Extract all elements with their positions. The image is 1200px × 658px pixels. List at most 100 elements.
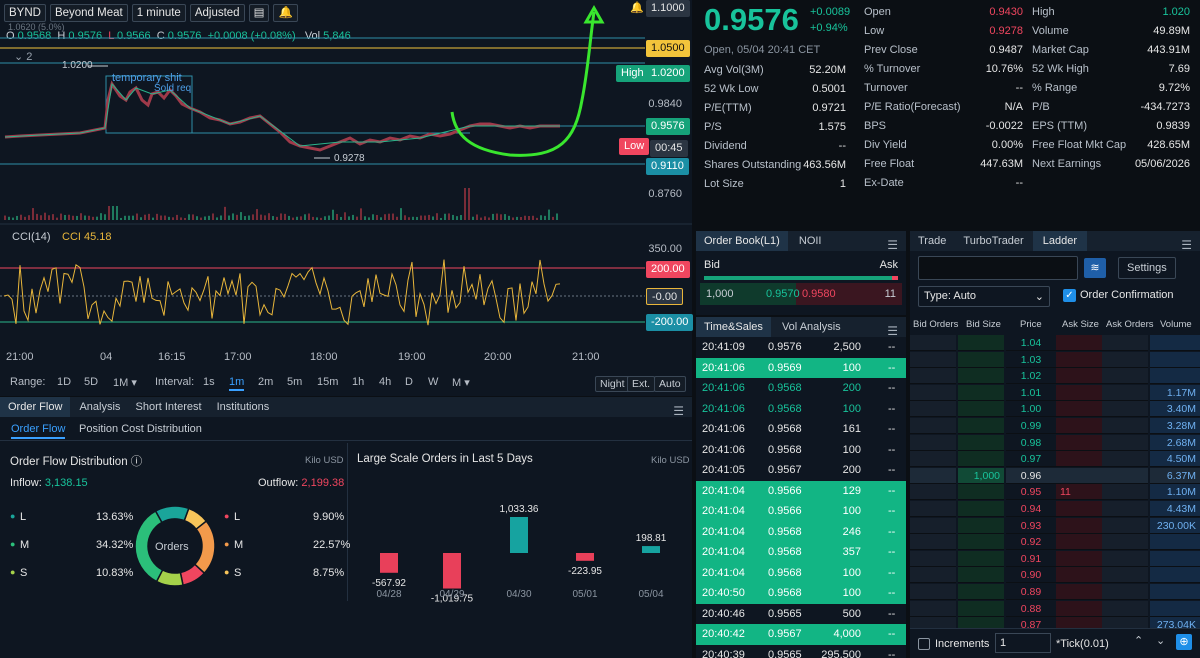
tab-institutions[interactable]: Institutions <box>216 401 270 413</box>
crosshair-icon[interactable]: ⊕ <box>1176 634 1192 650</box>
ladder-ask-size[interactable]: 11 <box>1056 484 1102 501</box>
ladder-volume[interactable]: 3.28M <box>1150 418 1200 434</box>
ladder-ask-size[interactable] <box>1056 384 1102 401</box>
ladder-bid-orders[interactable] <box>910 501 956 517</box>
ladder-ask-orders[interactable] <box>1102 534 1148 551</box>
ladder-bid-size[interactable] <box>958 434 1004 451</box>
ladder-bid-orders[interactable] <box>910 584 956 600</box>
menu-icon[interactable]: ☰ <box>673 404 684 418</box>
bid-price[interactable]: 0.9570 <box>766 288 800 300</box>
ladder-ask-size[interactable] <box>1056 550 1102 567</box>
ladder-bid-size[interactable] <box>958 550 1004 567</box>
tab-short-interest[interactable]: Short Interest <box>135 401 202 413</box>
ladder-ask-size[interactable] <box>1056 351 1102 368</box>
ladder-row[interactable]: 1.03 <box>910 351 1200 369</box>
interval-2m[interactable]: 2m <box>258 376 274 388</box>
ladder-row[interactable]: 1.02 <box>910 368 1200 385</box>
interval-d[interactable]: D <box>405 376 413 388</box>
ask-price[interactable]: 0.9580 <box>802 288 836 300</box>
ladder-ask-size[interactable] <box>1056 517 1102 534</box>
chevron-up-icon[interactable]: ⌃ <box>1134 635 1144 647</box>
ladder-bid-size[interactable] <box>958 351 1004 368</box>
ladder-row[interactable]: 0.94 4.43M <box>910 501 1200 518</box>
menu-icon[interactable]: ☰ <box>887 324 898 338</box>
company-name[interactable]: Beyond Meat <box>49 4 128 22</box>
ladder-row[interactable]: 1.01 1.17M <box>910 384 1200 402</box>
ladder-bid-orders[interactable] <box>910 550 956 567</box>
ladder-volume[interactable] <box>1150 368 1200 385</box>
ladder-ask-orders[interactable] <box>1102 484 1148 501</box>
order-type-select[interactable]: Type: Auto ⌄ <box>918 286 1050 307</box>
ladder-bid-size[interactable] <box>958 368 1004 385</box>
ladder-bid-size[interactable] <box>958 335 1004 351</box>
ladder-bid-size[interactable] <box>958 534 1004 551</box>
price-chart[interactable]: BYND Beyond Meat 1 minute Adjusted ▤ 🔔 1… <box>0 0 694 396</box>
ladder-volume[interactable] <box>1150 584 1200 600</box>
ladder-bid-size[interactable] <box>958 501 1004 517</box>
ladder-volume[interactable] <box>1150 600 1200 617</box>
bell-icon[interactable]: 🔔 <box>273 4 298 22</box>
ladder-bid-size[interactable] <box>958 584 1004 600</box>
interval-m[interactable]: M ▾ <box>452 377 470 389</box>
stack-icon[interactable]: ≋ <box>1084 258 1106 278</box>
ladder-bid-size[interactable] <box>958 418 1004 434</box>
range-1d[interactable]: 1D <box>57 376 72 388</box>
subtab-order-flow[interactable]: Order Flow <box>11 423 66 439</box>
ladder-bid-orders[interactable] <box>910 335 956 351</box>
calculator-icon[interactable]: ▤ <box>248 4 270 22</box>
ladder-row[interactable]: 0.93 230.00K <box>910 517 1200 535</box>
interval-w[interactable]: W <box>428 376 439 388</box>
ladder-volume[interactable]: 1.10M <box>1150 484 1200 501</box>
symbol-button[interactable]: BYND <box>4 4 46 22</box>
ladder-bid-orders[interactable] <box>910 351 956 368</box>
ladder-ask-orders[interactable] <box>1102 550 1148 567</box>
ladder-bid-size[interactable] <box>958 567 1004 584</box>
ladder-ask-orders[interactable] <box>1102 517 1148 534</box>
ladder-ask-orders[interactable] <box>1102 335 1148 351</box>
ladder-bid-orders[interactable] <box>910 600 956 617</box>
collapse-toggle[interactable]: ⌄ 2 <box>14 51 33 63</box>
ladder-ask-orders[interactable] <box>1102 467 1148 484</box>
ladder-bid-orders[interactable] <box>910 418 956 434</box>
ladder-bid-orders[interactable] <box>910 384 956 401</box>
ladder-bid-orders[interactable] <box>910 368 956 385</box>
ladder-row[interactable]: 0.97 4.50M <box>910 451 1200 468</box>
ladder-volume[interactable]: 6.37M <box>1150 467 1200 484</box>
ladder-bid-orders[interactable] <box>910 467 956 484</box>
ladder-bid-orders[interactable] <box>910 451 956 468</box>
ladder-ask-orders[interactable] <box>1102 567 1148 584</box>
range-5d[interactable]: 5D <box>84 376 99 388</box>
ladder-row[interactable]: 0.90 <box>910 567 1200 584</box>
ladder-ask-orders[interactable] <box>1102 584 1148 600</box>
confirm-checkbox[interactable]: ✓ <box>1063 289 1076 302</box>
ladder-row[interactable]: 1.00 3.40M <box>910 401 1200 418</box>
increments-input[interactable]: 1 <box>995 633 1051 653</box>
ladder-ask-orders[interactable] <box>1102 501 1148 517</box>
bell-alert-icon[interactable]: 🔔 <box>630 2 644 14</box>
ladder-row[interactable]: 0.89 <box>910 584 1200 601</box>
ladder-ask-size[interactable] <box>1056 501 1102 517</box>
ladder-volume[interactable]: 2.68M <box>1150 434 1200 451</box>
ladder-volume[interactable]: 230.00K <box>1150 517 1200 534</box>
increments-checkbox[interactable] <box>918 638 930 650</box>
ladder-ask-orders[interactable] <box>1102 418 1148 434</box>
menu-icon[interactable]: ☰ <box>887 238 898 252</box>
ladder-bid-size[interactable] <box>958 600 1004 617</box>
ladder-bid-size[interactable] <box>958 384 1004 401</box>
ext-button[interactable]: Ext. <box>627 376 656 392</box>
auto-button[interactable]: Auto <box>654 376 686 392</box>
ladder-ask-orders[interactable] <box>1102 401 1148 418</box>
interval-1s[interactable]: 1s <box>203 376 215 388</box>
ladder-ask-size[interactable] <box>1056 600 1102 617</box>
interval-5m[interactable]: 5m <box>287 376 303 388</box>
subtab-position-cost[interactable]: Position Cost Distribution <box>79 423 202 435</box>
ladder-ask-size[interactable] <box>1056 584 1102 600</box>
ladder-volume[interactable]: 3.40M <box>1150 401 1200 418</box>
tab-analysis[interactable]: Analysis <box>79 401 121 413</box>
annotation-1[interactable]: temporary shit <box>112 72 182 84</box>
ladder-ask-size[interactable] <box>1056 335 1102 351</box>
tab-trade[interactable]: Trade <box>918 235 947 247</box>
ladder-ask-size[interactable] <box>1056 368 1102 385</box>
interval-1m[interactable]: 1m <box>229 376 245 391</box>
ladder-ask-orders[interactable] <box>1102 368 1148 385</box>
